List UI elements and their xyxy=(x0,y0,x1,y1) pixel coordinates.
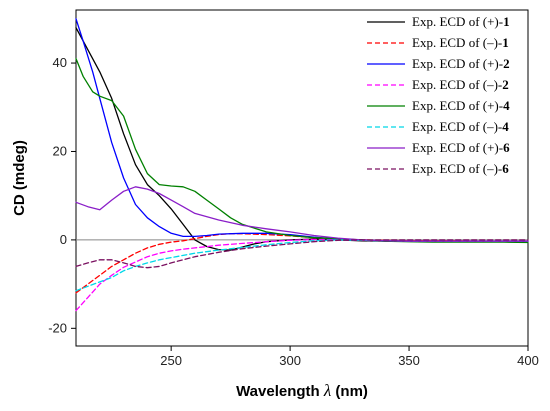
legend-label: Exp. ECD of (–)-6 xyxy=(412,161,509,176)
legend-label-prefix: Exp. ECD of (–)- xyxy=(412,35,502,50)
legend-label-prefix: Exp. ECD of (+)- xyxy=(412,140,503,155)
y-tick-label: 20 xyxy=(53,143,67,158)
y-tick-label: 40 xyxy=(53,55,67,70)
series-line-plus-6 xyxy=(75,186,529,242)
legend-label-compound: 6 xyxy=(502,161,509,176)
x-axis-title-text: Wavelength xyxy=(236,383,320,400)
legend-label: Exp. ECD of (+)-6 xyxy=(412,140,510,155)
x-tick-label: 400 xyxy=(517,353,539,368)
y-axis-title: CD (mdeg) xyxy=(11,140,28,216)
plot-frame xyxy=(75,9,529,347)
axis-ticks: 250 300 350 400 -20 0 20 40 xyxy=(48,55,539,368)
legend-label: Exp. ECD of (+)-2 xyxy=(412,56,510,71)
legend-label: Exp. ECD of (+)-1 xyxy=(412,14,510,29)
legend-label-prefix: Exp. ECD of (–)- xyxy=(412,77,502,92)
legend-label-prefix: Exp. ECD of (+)- xyxy=(412,98,503,113)
x-tick-label: 300 xyxy=(279,353,301,368)
legend-label-compound: 1 xyxy=(503,14,510,29)
x-axis-title-unit: (nm) xyxy=(335,383,368,400)
y-tick-label: 0 xyxy=(60,232,67,247)
x-tick-label: 250 xyxy=(160,353,182,368)
legend-label-compound: 4 xyxy=(503,98,510,113)
x-tick-label: 350 xyxy=(398,353,420,368)
legend-label-compound: 2 xyxy=(502,77,509,92)
legend-label-compound: 1 xyxy=(502,35,509,50)
legend-label-compound: 4 xyxy=(502,119,509,134)
legend-label-prefix: Exp. ECD of (+)- xyxy=(412,14,503,29)
series-lines xyxy=(75,18,529,312)
x-axis-title-symbol: λ xyxy=(323,381,331,400)
legend-label-prefix: Exp. ECD of (–)- xyxy=(412,119,502,134)
legend-label: Exp. ECD of (–)-1 xyxy=(412,35,509,50)
legend-label-compound: 6 xyxy=(503,140,510,155)
legend-label: Exp. ECD of (–)-4 xyxy=(412,119,509,134)
legend-label-prefix: Exp. ECD of (+)- xyxy=(412,56,503,71)
legend-label: Exp. ECD of (+)-4 xyxy=(412,98,510,113)
legend-label-compound: 2 xyxy=(503,56,510,71)
legend-label-prefix: Exp. ECD of (–)- xyxy=(412,161,502,176)
series-line-minus-6 xyxy=(75,239,529,269)
series-line-plus-4 xyxy=(75,57,529,244)
y-tick-label: -20 xyxy=(48,320,67,335)
x-axis-title: Wavelength λ (nm) xyxy=(236,381,368,400)
series-line-minus-4 xyxy=(75,239,529,292)
legend-label: Exp. ECD of (–)-2 xyxy=(412,77,509,92)
